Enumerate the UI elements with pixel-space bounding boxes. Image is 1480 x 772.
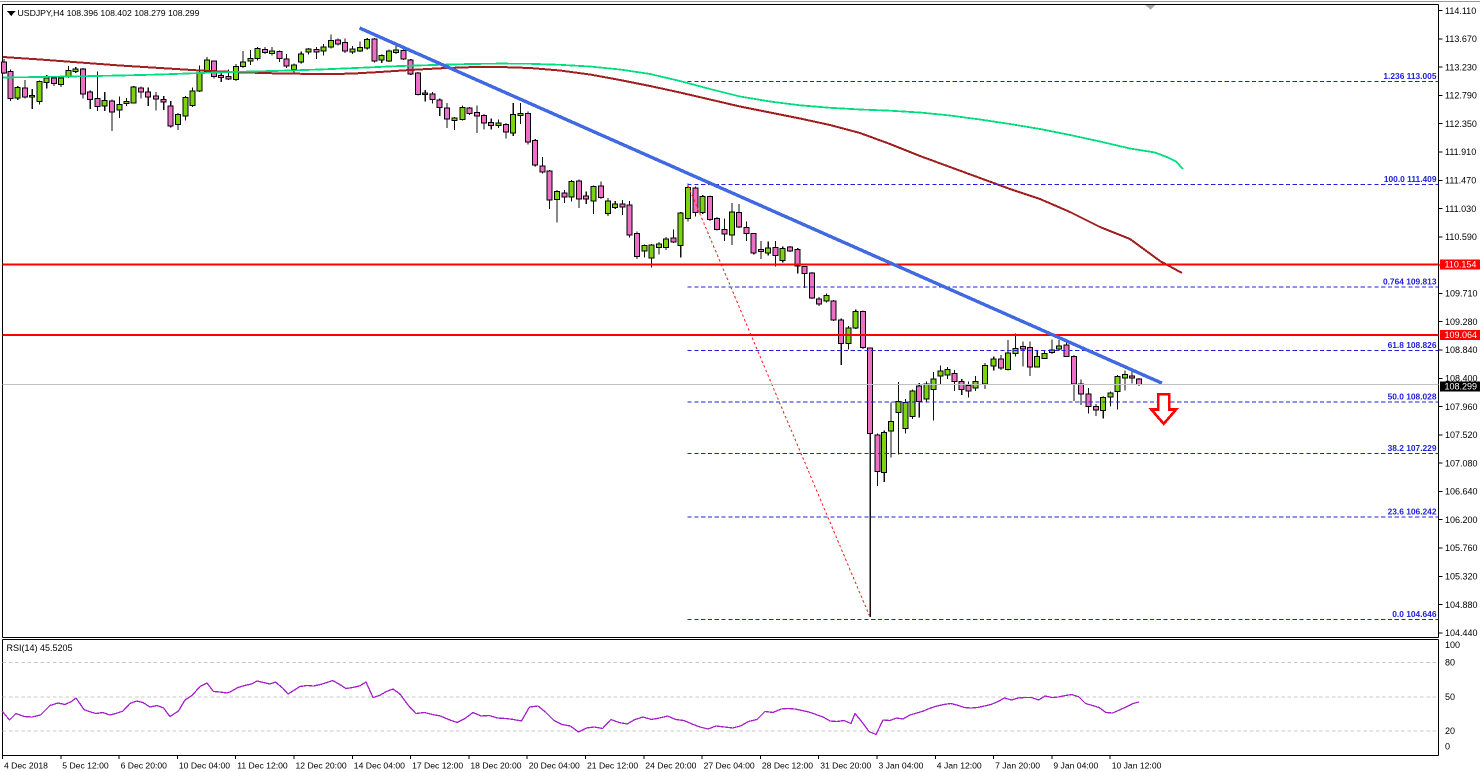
svg-text:1.236 113.005: 1.236 113.005 (1383, 71, 1436, 81)
svg-text:10 Dec 04:00: 10 Dec 04:00 (179, 761, 230, 771)
svg-text:107.520: 107.520 (1445, 430, 1478, 440)
svg-text:5 Dec 12:00: 5 Dec 12:00 (62, 761, 109, 771)
svg-text:38.2 107.229: 38.2 107.229 (1388, 443, 1437, 453)
svg-text:18 Dec 20:00: 18 Dec 20:00 (470, 761, 521, 771)
svg-text:28 Dec 12:00: 28 Dec 12:00 (762, 761, 813, 771)
svg-text:23.6 106.242: 23.6 106.242 (1388, 506, 1437, 516)
svg-text:12 Dec 20:00: 12 Dec 20:00 (296, 761, 347, 771)
svg-text:111.030: 111.030 (1445, 204, 1476, 214)
svg-text:100: 100 (1445, 640, 1460, 650)
svg-text:24 Dec 20:00: 24 Dec 20:00 (645, 761, 696, 771)
svg-text:107.960: 107.960 (1445, 402, 1478, 412)
svg-text:9 Jan 04:00: 9 Jan 04:00 (1053, 761, 1098, 771)
svg-text:20: 20 (1445, 726, 1455, 736)
svg-text:20 Dec 04:00: 20 Dec 04:00 (529, 761, 580, 771)
svg-text:0.764 109.813: 0.764 109.813 (1383, 277, 1437, 287)
svg-text:106.640: 106.640 (1445, 487, 1478, 497)
svg-text:111.470: 111.470 (1445, 176, 1476, 186)
svg-text:104.880: 104.880 (1445, 600, 1478, 610)
svg-text:11 Dec 12:00: 11 Dec 12:00 (237, 761, 288, 771)
svg-text:4 Jan 12:00: 4 Jan 12:00 (937, 761, 982, 771)
svg-text:112.350: 112.350 (1445, 119, 1477, 129)
svg-text:31 Dec 20:00: 31 Dec 20:00 (820, 761, 871, 771)
svg-text:112.790: 112.790 (1445, 91, 1477, 101)
svg-text:108.299: 108.299 (1445, 382, 1478, 392)
svg-text:111.910: 111.910 (1445, 147, 1476, 157)
svg-text:109.710: 109.710 (1445, 289, 1478, 299)
svg-text:14 Dec 04:00: 14 Dec 04:00 (354, 761, 405, 771)
svg-text:3 Jan 04:00: 3 Jan 04:00 (879, 761, 924, 771)
svg-text:61.8 108.826: 61.8 108.826 (1388, 340, 1437, 350)
svg-text:105.320: 105.320 (1445, 572, 1478, 582)
svg-text:17 Dec 12:00: 17 Dec 12:00 (412, 761, 463, 771)
svg-text:USDJPY,H4 108.396 108.402 108: USDJPY,H4 108.396 108.402 108.279 108.29… (18, 8, 200, 18)
svg-text:50: 50 (1445, 692, 1455, 702)
svg-text:7 Jan 20:00: 7 Jan 20:00 (995, 761, 1040, 771)
svg-text:105.760: 105.760 (1445, 543, 1478, 553)
svg-text:104.440: 104.440 (1445, 628, 1478, 638)
svg-text:21 Dec 12:00: 21 Dec 12:00 (587, 761, 638, 771)
svg-text:27 Dec 04:00: 27 Dec 04:00 (704, 761, 755, 771)
svg-text:109.064: 109.064 (1445, 330, 1478, 340)
svg-text:113.230: 113.230 (1445, 62, 1477, 72)
svg-text:4 Dec 2018: 4 Dec 2018 (4, 761, 48, 771)
svg-text:50.0 108.028: 50.0 108.028 (1388, 391, 1437, 401)
svg-text:108.400: 108.400 (1445, 374, 1478, 384)
svg-text:10 Jan 12:00: 10 Jan 12:00 (1112, 761, 1162, 771)
svg-text:114.110: 114.110 (1445, 6, 1476, 16)
svg-text:106.200: 106.200 (1445, 515, 1478, 525)
svg-text:0.0 104.646: 0.0 104.646 (1392, 609, 1437, 619)
svg-text:109.280: 109.280 (1445, 317, 1478, 327)
svg-text:80: 80 (1445, 658, 1455, 668)
svg-text:107.080: 107.080 (1445, 458, 1478, 468)
svg-text:0: 0 (1445, 741, 1450, 751)
svg-text:110.590: 110.590 (1445, 232, 1477, 242)
svg-text:110.154: 110.154 (1445, 260, 1477, 270)
svg-text:108.840: 108.840 (1445, 345, 1478, 355)
svg-text:6 Dec 20:00: 6 Dec 20:00 (121, 761, 168, 771)
svg-text:100.0 111.409: 100.0 111.409 (1384, 174, 1437, 184)
svg-text:RSI(14) 45.5205: RSI(14) 45.5205 (7, 643, 73, 653)
svg-text:113.670: 113.670 (1445, 34, 1477, 44)
